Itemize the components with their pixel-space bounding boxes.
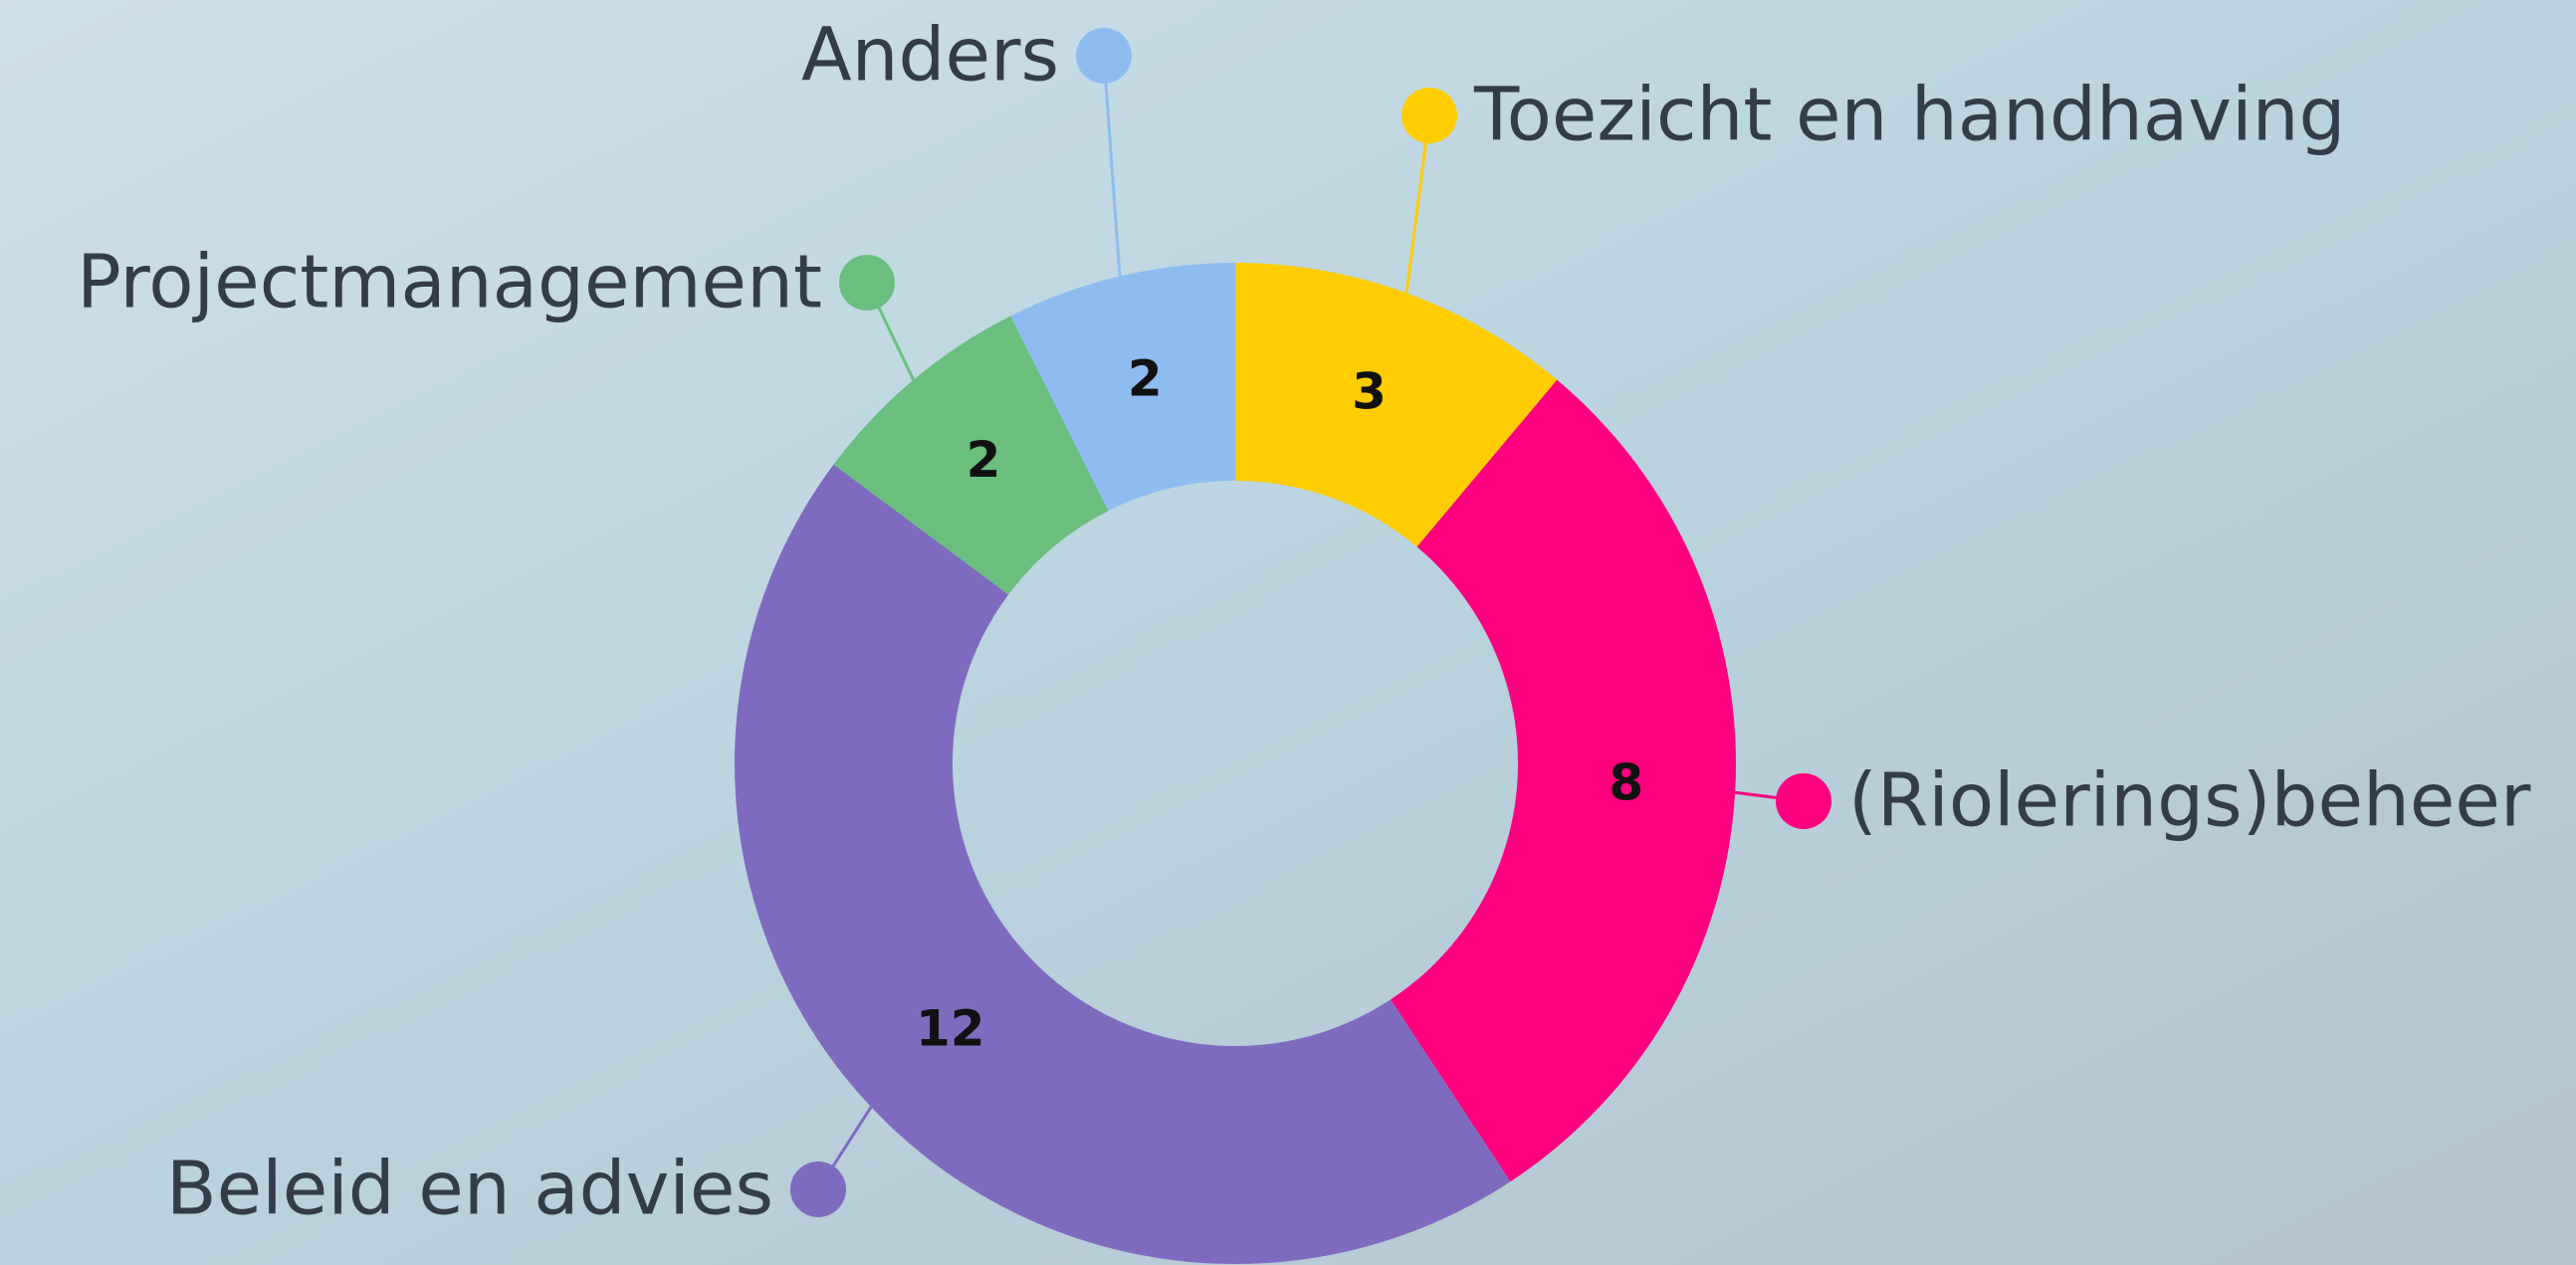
category-label: Beleid en advies <box>166 1147 773 1232</box>
donut-slice <box>1391 379 1736 1182</box>
legend-dot <box>839 255 895 311</box>
data-label: 12 <box>916 1000 985 1058</box>
data-label: 8 <box>1609 753 1643 811</box>
data-label: 3 <box>1352 363 1387 421</box>
leader-line <box>1102 55 1122 277</box>
data-label: 2 <box>966 431 1001 489</box>
category-label: (Riolerings)beheer <box>1848 758 2531 844</box>
donut-slice <box>1235 263 1558 547</box>
category-label: Toezicht en handhaving <box>1473 73 2346 158</box>
donut-slice <box>734 464 1511 1265</box>
donut-slice <box>1010 263 1235 512</box>
leader-line <box>1404 114 1431 294</box>
category-label: Anders <box>801 13 1059 99</box>
donut-slice <box>833 316 1109 595</box>
category-label: Projectmanagement <box>77 240 822 325</box>
legend-dot <box>790 1161 846 1217</box>
legend-dot <box>1776 773 1831 829</box>
legend-dot <box>1401 88 1457 143</box>
data-label: 2 <box>1128 350 1163 408</box>
legend-dot <box>1076 28 1132 84</box>
